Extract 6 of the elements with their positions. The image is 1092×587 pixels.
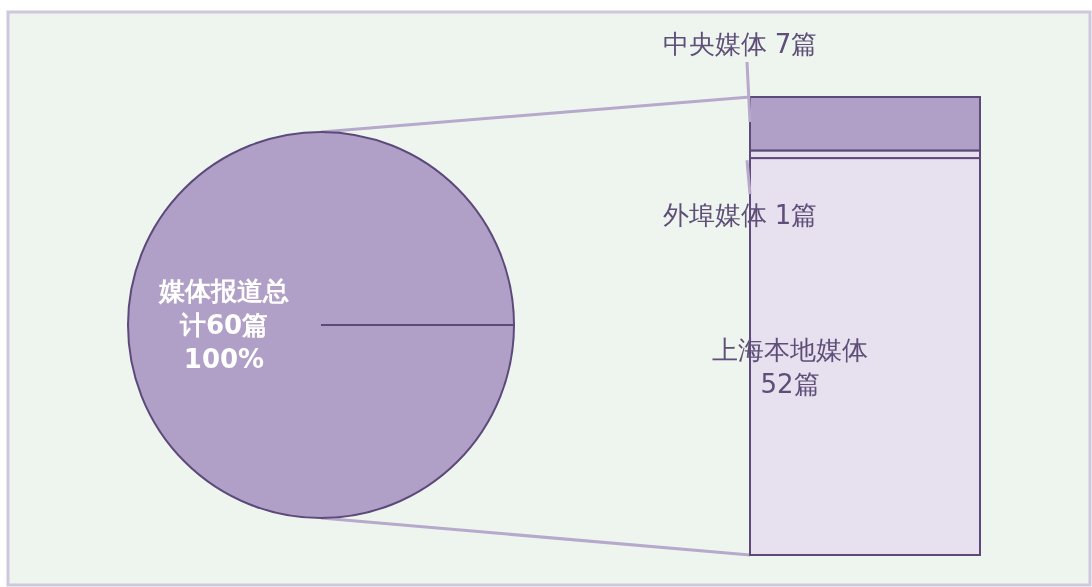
data-label: 1篇 (774, 200, 818, 231)
data-label: 100% (183, 344, 265, 374)
slice-label: 媒体报道总计60篇 (158, 276, 289, 340)
data-label: 7篇 (774, 29, 818, 59)
data-label: 52篇 (760, 369, 820, 400)
series-label: 中央媒体 (662, 29, 767, 59)
